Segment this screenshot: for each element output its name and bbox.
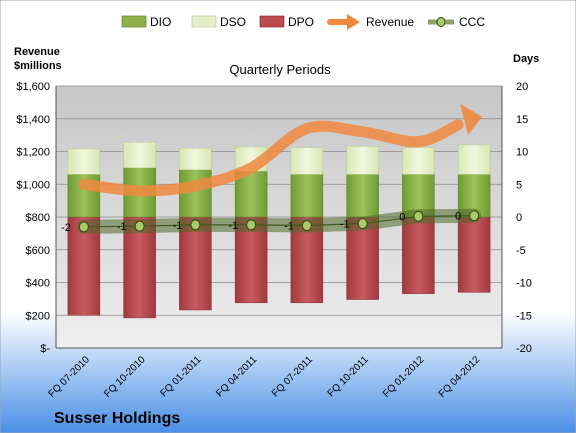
ccc-marker <box>357 218 368 230</box>
bar-dio <box>234 170 268 218</box>
ccc-data-label: -1 <box>117 221 127 233</box>
y-left-axis-label-line2: $millions <box>14 60 62 72</box>
bar-dpo <box>179 216 212 311</box>
ccc-marker <box>469 210 480 222</box>
legend-label-dpo: DPO <box>288 15 314 29</box>
chart-title: Quarterly Periods <box>229 62 331 77</box>
y-left-tick-label: $1,000 <box>16 179 50 191</box>
legend-label-ccc: CCC <box>459 15 485 29</box>
y-right-tick-label: 20 <box>516 81 528 93</box>
bar-dpo <box>402 216 435 294</box>
y-right-tick-label: 15 <box>516 114 528 126</box>
bar-dio <box>346 174 379 218</box>
company-label: Susser Holdings <box>54 410 180 427</box>
y-left-tick-label: $1,200 <box>16 147 50 159</box>
bar-dso <box>67 148 101 175</box>
legend-label-dio: DIO <box>150 15 171 29</box>
bar-dio <box>179 169 212 218</box>
legend-swatch-dpo <box>259 15 285 28</box>
legend-swatch-dso <box>191 15 217 28</box>
legend: DIO DSO DPO Revenue CCC <box>121 14 485 30</box>
ccc-data-label: -1 <box>340 219 350 231</box>
ccc-line <box>83 215 475 228</box>
y-axis-right: -20 -15 -10 -5 0 5 10 15 20 <box>516 81 532 355</box>
ccc-data-label: -1 <box>228 220 238 232</box>
revenue-line <box>78 119 464 197</box>
y-right-tick-label: -5 <box>516 245 526 257</box>
ccc-data-label: 0 <box>455 211 461 223</box>
y-right-tick-label: -10 <box>516 278 532 290</box>
ccc-marker <box>413 210 424 222</box>
y-right-tick-label: 5 <box>516 179 522 191</box>
y-left-axis-label-line1: Revenue <box>14 46 60 58</box>
bar-dpo <box>123 216 156 319</box>
legend-label-revenue: Revenue <box>366 15 414 29</box>
bar-dso <box>123 142 156 169</box>
y-left-tick-label: $400 <box>26 278 50 290</box>
y-left-tick-label: $600 <box>26 245 50 257</box>
y-left-tick-label: $1,600 <box>16 81 50 93</box>
ccc-marker <box>246 219 257 231</box>
y-left-tick-label: $800 <box>26 212 50 224</box>
lines-layer: -2 -1 -1 -1 -1 -1 0 0 <box>61 103 483 234</box>
legend-swatch-dio <box>121 15 147 28</box>
y-right-tick-label: -15 <box>516 310 532 322</box>
ccc-data-label: -1 <box>173 220 183 232</box>
y-axis-left: $- $200 $400 $600 $800 $1,000 $1,200 $1,400 $1,6… <box>16 81 50 355</box>
bar-dio <box>290 174 324 218</box>
ccc-marker <box>301 220 312 232</box>
y-right-tick-label: -20 <box>516 343 532 355</box>
y-right-tick-label: 0 <box>516 212 522 224</box>
bar-dso <box>402 147 435 175</box>
y-left-tick-label: $- <box>40 343 50 355</box>
bar-dso <box>346 146 379 175</box>
bar-dso <box>457 144 491 175</box>
bar-dso <box>179 147 212 171</box>
ccc-data-label: -2 <box>61 222 71 234</box>
y-left-tick-label: $1,400 <box>16 114 50 126</box>
ccc-marker <box>190 219 201 231</box>
ccc-marker <box>78 221 89 233</box>
bar-dso <box>290 147 324 175</box>
legend-label-dso: DSO <box>220 15 246 29</box>
y-right-tick-label: 10 <box>516 147 528 159</box>
y-right-axis-label: Days <box>513 53 539 65</box>
revenue-arrow-head <box>460 103 483 135</box>
y-left-tick-label: $200 <box>26 310 50 322</box>
bar-dpo <box>457 216 491 293</box>
legend-swatch-ccc-marker <box>436 17 446 27</box>
legend-swatch-revenue-head <box>347 14 360 30</box>
ccc-data-label: -1 <box>284 221 294 233</box>
ccc-marker <box>134 220 145 232</box>
ccc-data-label: 0 <box>399 211 405 223</box>
